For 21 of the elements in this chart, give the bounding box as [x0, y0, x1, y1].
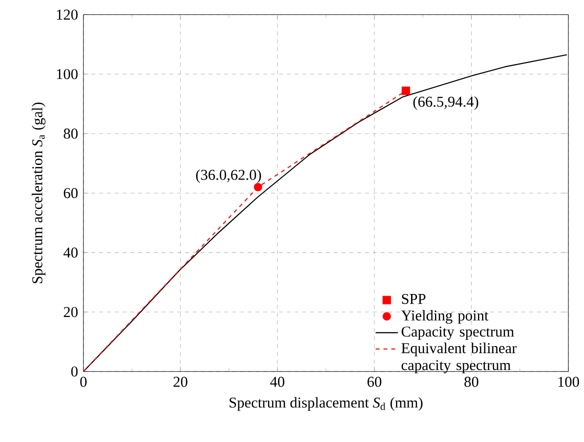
y-tick-label: 20 — [64, 307, 78, 318]
y-tick-label: 120 — [57, 10, 78, 20]
legend-label: SPP — [402, 294, 426, 304]
legend-label: Yielding point — [401, 310, 488, 324]
legend-label: Capacity spectrum — [402, 326, 514, 340]
y-tick-label: 80 — [64, 128, 78, 139]
annotation: (66.5,94.4) — [413, 96, 478, 110]
x-tick-label: 0 — [80, 376, 87, 387]
annotation: (36.0,62.0) — [196, 169, 261, 184]
y-tick-label: 60 — [64, 188, 78, 198]
x-tick-label: 80 — [464, 376, 478, 387]
y-axis-title: Spectrum acceleration S$_{a}$ (gal) — [32, 102, 46, 284]
x-tick-label: 20 — [174, 376, 188, 387]
y-tick-label: 100 — [57, 69, 78, 80]
x-tick-label: 40 — [270, 376, 284, 387]
x-tick-label: 100 — [558, 376, 580, 387]
legend-label: Equivalent bilinear capacity spectrum — [401, 342, 517, 374]
x-axis-title: Spectrum displacement S$_{d}$ (mm) — [230, 397, 422, 411]
y-tick-label: 0 — [71, 366, 78, 377]
x-tick-label: 60 — [368, 376, 382, 387]
y-tick-label: 40 — [63, 248, 78, 258]
